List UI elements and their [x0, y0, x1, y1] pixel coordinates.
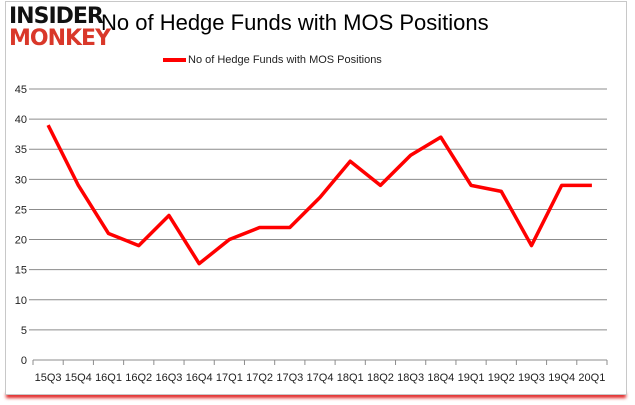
y-tick-label: 45 — [15, 84, 27, 96]
y-tick-label: 20 — [15, 235, 27, 247]
frame-shadow — [6, 393, 626, 398]
x-tick-label: 17Q3 — [276, 372, 303, 384]
x-tick-label: 18Q3 — [397, 372, 424, 384]
x-tick-label: 19Q1 — [458, 372, 485, 384]
y-tick-label: 30 — [15, 174, 27, 186]
x-tick-label: 16Q3 — [155, 372, 182, 384]
y-tick-label: 15 — [15, 265, 27, 277]
y-tick-label: 35 — [15, 144, 27, 156]
x-tick-label: 20Q1 — [578, 372, 605, 384]
y-tick-label: 40 — [15, 114, 27, 126]
chart-frame — [5, 1, 627, 395]
y-tick-label: 25 — [15, 204, 27, 216]
insider-monkey-logo: INSIDER MONKEY — [9, 4, 111, 51]
y-tick-label: 5 — [21, 325, 27, 337]
x-tick-label: 16Q4 — [186, 372, 213, 384]
x-tick-label: 15Q4 — [65, 372, 92, 384]
x-tick-label: 16Q2 — [125, 372, 152, 384]
x-tick-label: 15Q3 — [35, 372, 62, 384]
legend-swatch — [163, 58, 186, 62]
chart-title: No of Hedge Funds with MOS Positions — [101, 10, 489, 35]
series-line — [46, 124, 592, 266]
logo-line2: MONKEY — [9, 26, 111, 51]
x-tick-label: 18Q2 — [367, 372, 394, 384]
x-tick-label: 19Q3 — [518, 372, 545, 384]
y-tick-label: 0 — [21, 355, 27, 367]
x-tick-label: 18Q4 — [427, 372, 454, 384]
x-tick-label: 19Q4 — [548, 372, 575, 384]
x-tick-label: 17Q2 — [246, 372, 273, 384]
legend: No of Hedge Funds with MOS Positions — [163, 54, 382, 66]
legend-label: No of Hedge Funds with MOS Positions — [188, 54, 382, 66]
x-tick-label: 16Q1 — [95, 372, 122, 384]
x-tick-label: 19Q2 — [488, 372, 515, 384]
y-tick-label: 10 — [15, 295, 27, 307]
x-tick-label: 17Q1 — [216, 372, 243, 384]
x-tick-label: 17Q4 — [307, 372, 334, 384]
logo-line1: INSIDER — [9, 4, 104, 29]
x-tick-label: 18Q1 — [337, 372, 364, 384]
